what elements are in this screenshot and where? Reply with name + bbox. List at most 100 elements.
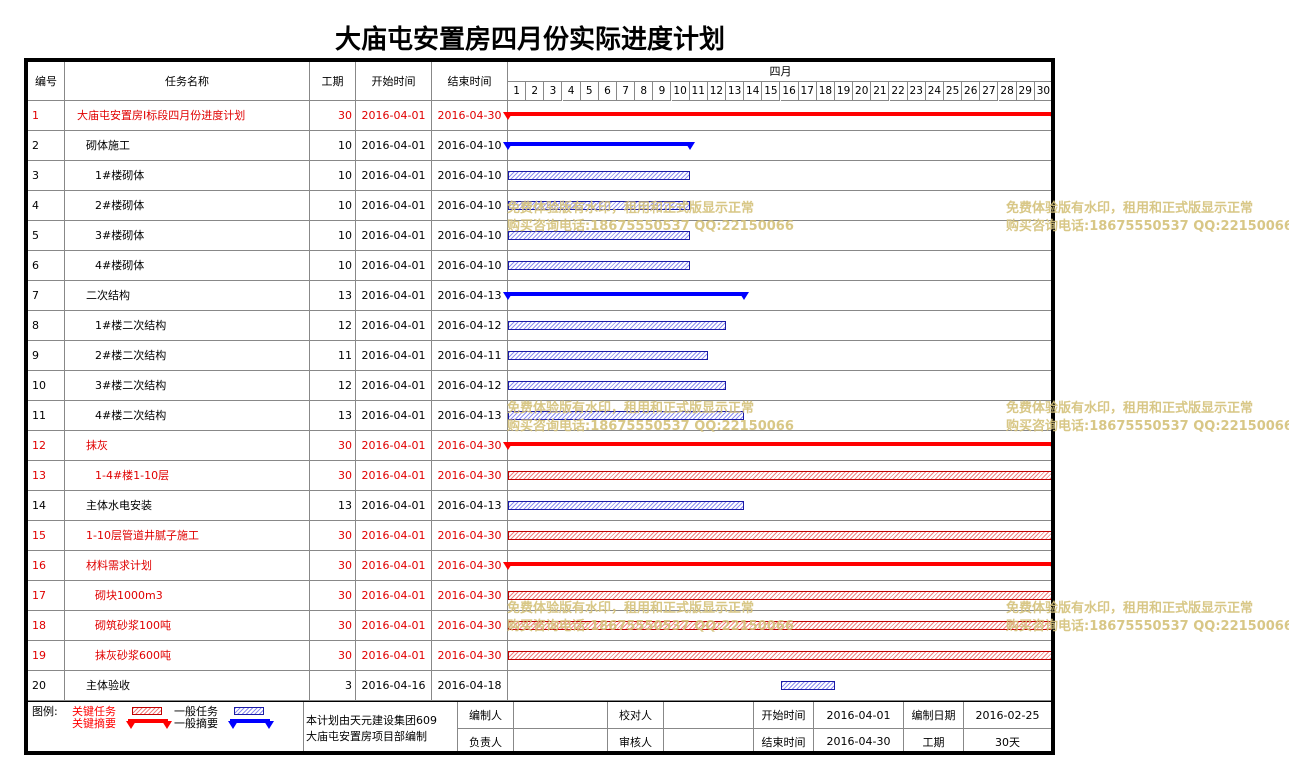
owner-value[interactable] bbox=[514, 729, 608, 751]
table-row[interactable]: 16 材料需求计划 30 2016-04-01 2016-04-30 bbox=[28, 551, 1051, 581]
task-end: 2016-04-10 bbox=[432, 251, 508, 280]
task-bar[interactable] bbox=[508, 171, 690, 180]
header-end: 结束时间 bbox=[432, 62, 508, 101]
task-end: 2016-04-30 bbox=[432, 581, 508, 610]
task-bar[interactable] bbox=[780, 681, 835, 690]
header-day: 20 bbox=[853, 82, 872, 101]
table-row[interactable]: 4 2#楼砌体 10 2016-04-01 2016-04-10 bbox=[28, 191, 1051, 221]
task-duration: 10 bbox=[310, 221, 356, 250]
table-row[interactable]: 2 砌体施工 10 2016-04-01 2016-04-10 bbox=[28, 131, 1051, 161]
table-row[interactable]: 10 3#楼二次结构 12 2016-04-01 2016-04-12 bbox=[28, 371, 1051, 401]
task-end: 2016-04-10 bbox=[432, 131, 508, 160]
header-day: 14 bbox=[744, 82, 763, 101]
task-bar[interactable] bbox=[508, 231, 690, 240]
task-name: 1#楼二次结构 bbox=[65, 311, 310, 340]
table-row[interactable]: 5 3#楼砌体 10 2016-04-01 2016-04-10 bbox=[28, 221, 1051, 251]
table-row[interactable]: 3 1#楼砌体 10 2016-04-01 2016-04-10 bbox=[28, 161, 1051, 191]
table-row[interactable]: 17 砌块1000m3 30 2016-04-01 2016-04-30 bbox=[28, 581, 1051, 611]
task-end: 2016-04-30 bbox=[432, 431, 508, 460]
task-end: 2016-04-12 bbox=[432, 371, 508, 400]
checker-label: 校对人 bbox=[608, 702, 664, 729]
task-name: 抹灰砂浆600吨 bbox=[65, 641, 310, 670]
header-day: 8 bbox=[635, 82, 654, 101]
task-bar[interactable] bbox=[508, 471, 1051, 480]
end-time-value: 2016-04-30 bbox=[814, 729, 904, 751]
summary-bar[interactable] bbox=[508, 292, 745, 296]
task-bar[interactable] bbox=[508, 321, 726, 330]
table-row[interactable]: 8 1#楼二次结构 12 2016-04-01 2016-04-12 bbox=[28, 311, 1051, 341]
task-start: 2016-04-01 bbox=[356, 491, 432, 520]
task-duration: 12 bbox=[310, 371, 356, 400]
task-id: 17 bbox=[28, 581, 65, 610]
legend-normal-task-label: 一般任务 bbox=[174, 705, 218, 718]
task-bar[interactable] bbox=[508, 381, 726, 390]
header-month: 四月 bbox=[508, 62, 1051, 82]
table-row[interactable]: 6 4#楼砌体 10 2016-04-01 2016-04-10 bbox=[28, 251, 1051, 281]
header-day: 3 bbox=[544, 82, 563, 101]
task-duration: 30 bbox=[310, 521, 356, 550]
reviewer-value[interactable] bbox=[664, 729, 754, 751]
end-time-label: 结束时间 bbox=[754, 729, 814, 751]
task-name: 4#楼砌体 bbox=[65, 251, 310, 280]
task-start: 2016-04-01 bbox=[356, 551, 432, 580]
task-bar[interactable] bbox=[508, 501, 745, 510]
plan-note: 本计划由天元建设集团609 大庙屯安置房项目部编制 bbox=[304, 702, 458, 751]
task-id: 9 bbox=[28, 341, 65, 370]
task-bar[interactable] bbox=[508, 201, 690, 210]
header-id: 编号 bbox=[28, 62, 65, 101]
task-bar[interactable] bbox=[508, 651, 1051, 660]
task-bar[interactable] bbox=[508, 411, 745, 420]
task-duration: 30 bbox=[310, 461, 356, 490]
task-end: 2016-04-10 bbox=[432, 191, 508, 220]
summary-bar[interactable] bbox=[508, 442, 1051, 446]
header-day: 15 bbox=[762, 82, 781, 101]
task-end: 2016-04-30 bbox=[432, 641, 508, 670]
table-row[interactable]: 19 抹灰砂浆600吨 30 2016-04-01 2016-04-30 bbox=[28, 641, 1051, 671]
header-day: 13 bbox=[726, 82, 745, 101]
header-day: 19 bbox=[835, 82, 854, 101]
legend-critical-summary-swatch bbox=[128, 719, 168, 723]
task-name: 大庙屯安置房Ⅰ标段四月份进度计划 bbox=[65, 101, 310, 130]
table-row[interactable]: 11 4#楼二次结构 13 2016-04-01 2016-04-13 bbox=[28, 401, 1051, 431]
header-start: 开始时间 bbox=[356, 62, 432, 101]
summary-end-marker bbox=[684, 142, 695, 150]
compile-date-value: 2016-02-25 bbox=[964, 702, 1051, 729]
editor-value[interactable] bbox=[514, 702, 608, 729]
summary-bar[interactable] bbox=[508, 142, 690, 146]
summary-end-marker bbox=[1048, 562, 1051, 570]
legend-normal-task-swatch bbox=[234, 707, 264, 715]
table-row[interactable]: 9 2#楼二次结构 11 2016-04-01 2016-04-11 bbox=[28, 341, 1051, 371]
checker-value[interactable] bbox=[664, 702, 754, 729]
task-name: 1-10层管道井腻子施工 bbox=[65, 521, 310, 550]
task-name: 主体验收 bbox=[65, 671, 310, 700]
table-row[interactable]: 12 抹灰 30 2016-04-01 2016-04-30 bbox=[28, 431, 1051, 461]
header-day: 6 bbox=[598, 82, 617, 101]
header-day: 27 bbox=[980, 82, 999, 101]
table-row[interactable]: 13 1-4#楼1-10层 30 2016-04-01 2016-04-30 bbox=[28, 461, 1051, 491]
legend: 图例: 关键任务 关键摘要 一般任务 一般摘要 bbox=[28, 702, 304, 751]
task-bar[interactable] bbox=[508, 621, 1051, 630]
task-bar[interactable] bbox=[508, 531, 1051, 540]
owner-label: 负责人 bbox=[458, 729, 514, 751]
table-row[interactable]: 7 二次结构 13 2016-04-01 2016-04-13 bbox=[28, 281, 1051, 311]
task-name: 二次结构 bbox=[65, 281, 310, 310]
legend-normal-summary-triangle-right bbox=[264, 721, 274, 729]
task-bar[interactable] bbox=[508, 591, 1051, 600]
summary-bar[interactable] bbox=[508, 562, 1051, 566]
table-row[interactable]: 18 砌筑砂浆100吨 30 2016-04-01 2016-04-30 bbox=[28, 611, 1051, 641]
task-bar[interactable] bbox=[508, 351, 708, 360]
task-bar[interactable] bbox=[508, 261, 690, 270]
task-end: 2016-04-30 bbox=[432, 101, 508, 130]
summary-end-marker bbox=[739, 292, 750, 300]
table-row[interactable]: 20 主体验收 3 2016-04-16 2016-04-18 bbox=[28, 671, 1051, 701]
task-duration: 30 bbox=[310, 581, 356, 610]
task-id: 7 bbox=[28, 281, 65, 310]
summary-bar[interactable] bbox=[508, 112, 1051, 116]
task-start: 2016-04-01 bbox=[356, 461, 432, 490]
summary-start-marker bbox=[503, 112, 513, 120]
legend-critical-summary-triangle-right bbox=[162, 721, 172, 729]
table-row[interactable]: 15 1-10层管道井腻子施工 30 2016-04-01 2016-04-30 bbox=[28, 521, 1051, 551]
task-id: 10 bbox=[28, 371, 65, 400]
table-row[interactable]: 14 主体水电安装 13 2016-04-01 2016-04-13 bbox=[28, 491, 1051, 521]
table-row[interactable]: 1 大庙屯安置房Ⅰ标段四月份进度计划 30 2016-04-01 2016-04-30 bbox=[28, 101, 1051, 131]
